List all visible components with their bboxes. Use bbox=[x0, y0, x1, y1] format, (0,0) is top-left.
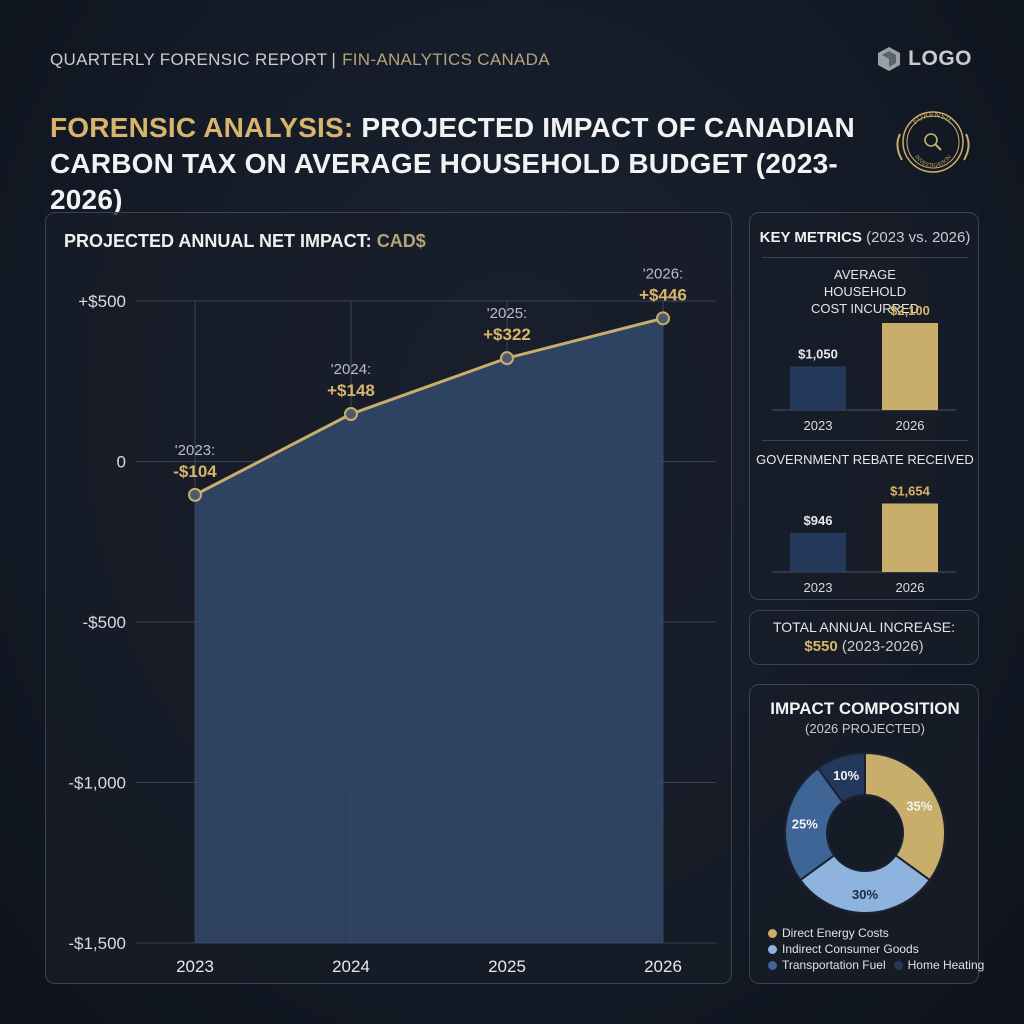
data-point bbox=[656, 311, 670, 326]
report-header: QUARTERLY FORENSIC REPORT | FIN-ANALYTICS … bbox=[50, 50, 974, 74]
legend-label: Transportation Fuel bbox=[782, 958, 886, 972]
net-impact-chart: +$500 0 -$500 -$1,000 -$1,500 '2023: -$104 2023… bbox=[68, 265, 716, 976]
legend-item: Indirect Consumer Goods bbox=[768, 942, 919, 956]
net-impact-title: PROJECTED ANNUAL NET IMPACT: CAD$ bbox=[64, 231, 426, 252]
cost-bar-chart: $1,050 2023 $2,100 2026 bbox=[772, 305, 956, 433]
header-separator: | bbox=[331, 50, 337, 69]
metrics-divider-2 bbox=[762, 440, 968, 441]
report-name: QUARTERLY FORENSIC REPORT bbox=[50, 50, 328, 69]
bar bbox=[882, 503, 938, 572]
point-year-label: '2024: bbox=[331, 361, 371, 378]
organization-name: FIN-ANALYTICS CANADA bbox=[342, 50, 550, 69]
bar-value-label: $1,654 bbox=[890, 483, 931, 498]
data-point bbox=[188, 487, 202, 502]
key-metrics-label: KEY METRICS bbox=[759, 229, 862, 246]
y-tick-label: -$500 bbox=[83, 613, 126, 632]
key-metrics-title: KEY METRICS (2023 vs. 2026) bbox=[750, 229, 980, 246]
bar-category-label: 2026 bbox=[896, 418, 925, 433]
cost-chart-title: AVERAGE HOUSEHOLD COST INCURRED bbox=[810, 267, 920, 316]
x-tick-label: 2025 bbox=[488, 957, 526, 976]
legend-item: Transportation Fuel bbox=[768, 958, 886, 972]
key-metrics-period: (2023 vs. 2026) bbox=[866, 229, 971, 246]
legend-dot-indirect-goods bbox=[768, 944, 777, 954]
legend-row: Transportation Fuel Home Heating bbox=[768, 957, 984, 973]
forensic-seal-icon: FORENSIC INVESTIGATION bbox=[896, 111, 970, 173]
slice-value-label: 25% bbox=[792, 816, 818, 831]
logo-text: LOGO bbox=[908, 47, 972, 70]
title-main: PROJECTED IMPACT OF CANADIAN CARBON TAX … bbox=[50, 112, 855, 215]
point-value-label: +$322 bbox=[483, 325, 531, 344]
net-impact-title-text: PROJECTED ANNUAL NET IMPACT: bbox=[64, 231, 372, 251]
composition-donut-chart: 35% 30% 25% 10% bbox=[784, 751, 946, 914]
slice-value-label: 30% bbox=[852, 887, 878, 902]
total-increase-label: TOTAL ANNUAL INCREASE: bbox=[772, 619, 956, 635]
donut-slice bbox=[816, 751, 866, 804]
slice-value-label: 10% bbox=[833, 768, 859, 783]
bar-category-label: 2026 bbox=[896, 580, 925, 595]
donut-slice bbox=[784, 766, 845, 882]
y-tick-label: +$500 bbox=[78, 292, 126, 311]
legend-dot-home-heating bbox=[893, 960, 903, 970]
net-impact-panel: PROJECTED ANNUAL NET IMPACT: CAD$ +$500 0… bbox=[45, 212, 732, 984]
x-tick-label: 2023 bbox=[176, 957, 214, 976]
point-year-label: '2025: bbox=[487, 305, 527, 322]
point-value-label: +$446 bbox=[639, 285, 687, 304]
rebate-chart-title: GOVERNMENT REBATE RECEIVED bbox=[756, 452, 974, 467]
total-increase-value: $550 bbox=[804, 638, 838, 655]
bar bbox=[790, 366, 846, 410]
slice-value-label: 35% bbox=[906, 798, 932, 813]
composition-legend: Direct Energy Costs Indirect Consumer Go… bbox=[768, 925, 984, 973]
point-year-label: '2026: bbox=[643, 265, 683, 282]
key-metrics-panel: KEY METRICS (2023 vs. 2026) AVERAGE HOUS… bbox=[749, 212, 979, 600]
point-year-label: '2023: bbox=[175, 442, 215, 459]
area-fill bbox=[195, 318, 663, 943]
legend-item: Direct Energy Costs bbox=[768, 926, 889, 940]
impact-composition-panel: IMPACT COMPOSITION (2026 PROJECTED) 35% 3… bbox=[749, 684, 984, 984]
legend-dot-direct-energy bbox=[768, 928, 777, 938]
y-tick-label: -$1,500 bbox=[68, 934, 126, 953]
title-accent: FORENSIC ANALYSIS: bbox=[50, 112, 354, 143]
net-impact-unit: CAD$ bbox=[376, 231, 426, 251]
seal-text-top: FORENSIC bbox=[911, 111, 955, 126]
bar-category-label: 2023 bbox=[804, 418, 833, 433]
bar-value-label: $2,100 bbox=[890, 305, 930, 318]
total-increase-row: $550 (2023-2026) bbox=[750, 638, 978, 655]
metrics-divider bbox=[762, 257, 968, 258]
y-tick-label: -$1,000 bbox=[68, 774, 126, 793]
legend-item: Home Heating bbox=[893, 958, 985, 972]
legend-dot-transportation bbox=[768, 960, 777, 970]
point-value-label: -$104 bbox=[173, 462, 217, 481]
legend-row: Direct Energy Costs bbox=[768, 925, 978, 941]
legend-row: Indirect Consumer Goods bbox=[768, 941, 978, 957]
svg-text:FORENSIC: FORENSIC bbox=[911, 111, 955, 126]
donut-slice bbox=[798, 853, 932, 914]
donut-slice bbox=[864, 751, 946, 882]
point-value-label: +$148 bbox=[327, 381, 375, 400]
bar bbox=[790, 532, 846, 572]
y-tick-label: 0 bbox=[117, 453, 126, 472]
x-tick-label: 2024 bbox=[332, 957, 370, 976]
composition-subtitle: (2026 PROJECTED) bbox=[805, 721, 925, 736]
bar-value-label: $946 bbox=[804, 513, 833, 528]
x-tick-label: 2026 bbox=[644, 957, 682, 976]
logo-icon bbox=[878, 47, 901, 71]
total-increase-period: (2023-2026) bbox=[841, 638, 924, 655]
page-title: FORENSIC ANALYSIS: PROJECTED IMPACT OF C… bbox=[50, 110, 870, 218]
bar-value-label: $1,050 bbox=[798, 347, 838, 362]
rebate-bar-chart: $946 2023 $1,654 2026 bbox=[772, 483, 956, 595]
logo: LOGO bbox=[876, 46, 972, 72]
legend-label: Direct Energy Costs bbox=[782, 926, 889, 940]
legend-label: Indirect Consumer Goods bbox=[782, 942, 919, 956]
bar-category-label: 2023 bbox=[804, 580, 833, 595]
legend-label: Home Heating bbox=[907, 958, 985, 972]
svg-text:INVESTIGATION: INVESTIGATION bbox=[913, 154, 953, 169]
bar bbox=[882, 323, 938, 410]
composition-title: IMPACT COMPOSITION bbox=[770, 699, 960, 718]
data-point bbox=[500, 351, 514, 366]
total-increase-panel: TOTAL ANNUAL INCREASE: $550 (2023-2026) bbox=[749, 610, 979, 665]
seal-text-bottom: INVESTIGATION bbox=[913, 154, 953, 169]
data-point bbox=[344, 406, 358, 421]
series-line bbox=[194, 316, 664, 497]
